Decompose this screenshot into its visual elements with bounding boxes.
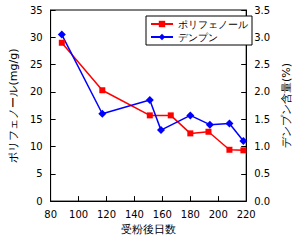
svg-text:1.5: 1.5 [254,114,270,125]
svg-text:220: 220 [237,209,256,220]
svg-text:0.5: 0.5 [254,168,270,179]
svg-text:10: 10 [30,141,43,152]
svg-text:180: 180 [181,209,200,220]
svg-text:デンプン含量(%): デンプン含量(%) [280,63,293,148]
svg-text:3.5: 3.5 [254,5,270,16]
svg-text:3.0: 3.0 [254,32,270,43]
svg-text:ポリフェノール(mg/g): ポリフェノール(mg/g) [7,49,20,163]
svg-text:20: 20 [30,86,43,97]
svg-text:30: 30 [30,32,43,43]
svg-text:2.5: 2.5 [254,59,270,70]
svg-text:5: 5 [36,168,42,179]
svg-text:デンプン: デンプン [178,32,218,43]
svg-text:160: 160 [153,209,172,220]
svg-text:35: 35 [30,5,43,16]
svg-text:80: 80 [44,209,57,220]
svg-text:受粉後日数: 受粉後日数 [121,223,176,236]
svg-text:25: 25 [30,59,43,70]
svg-text:ポリフェノール: ポリフェノール [178,19,248,30]
svg-text:100: 100 [69,209,88,220]
svg-text:0: 0 [36,196,42,207]
svg-text:15: 15 [30,114,43,125]
svg-text:1.0: 1.0 [254,141,270,152]
svg-text:140: 140 [125,209,144,220]
svg-text:120: 120 [97,209,116,220]
svg-text:0.0: 0.0 [254,196,270,207]
svg-text:200: 200 [209,209,228,220]
svg-text:2.0: 2.0 [254,86,270,97]
